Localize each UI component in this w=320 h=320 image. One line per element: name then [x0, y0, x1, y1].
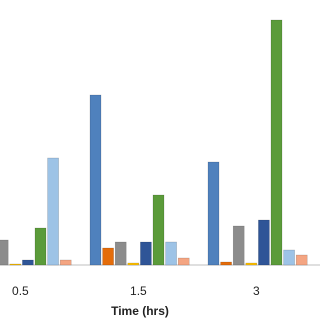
x-tick-label: 3: [253, 284, 260, 298]
bar: [22, 259, 34, 266]
bar: [0, 239, 9, 266]
bar: [114, 241, 127, 266]
bar: [258, 219, 270, 266]
x-tick-label: 0.5: [12, 284, 29, 298]
x-tick-label: 1.5: [130, 284, 147, 298]
bar: [177, 257, 190, 266]
bar: [270, 19, 283, 266]
bar: [59, 259, 72, 266]
bar: [127, 262, 140, 266]
bar: [220, 261, 232, 266]
bar: [152, 194, 165, 266]
bar: [89, 94, 102, 266]
bar: [245, 262, 258, 266]
x-axis-title: Time (hrs): [111, 304, 169, 318]
bar: [9, 263, 22, 266]
bar: [207, 161, 220, 266]
bar: [165, 241, 177, 266]
bar: [232, 225, 245, 266]
bar: [34, 227, 47, 266]
bar: [102, 247, 114, 266]
bar: [47, 157, 59, 266]
bar: [283, 249, 295, 266]
bar: [140, 241, 152, 266]
bar: [295, 254, 308, 266]
